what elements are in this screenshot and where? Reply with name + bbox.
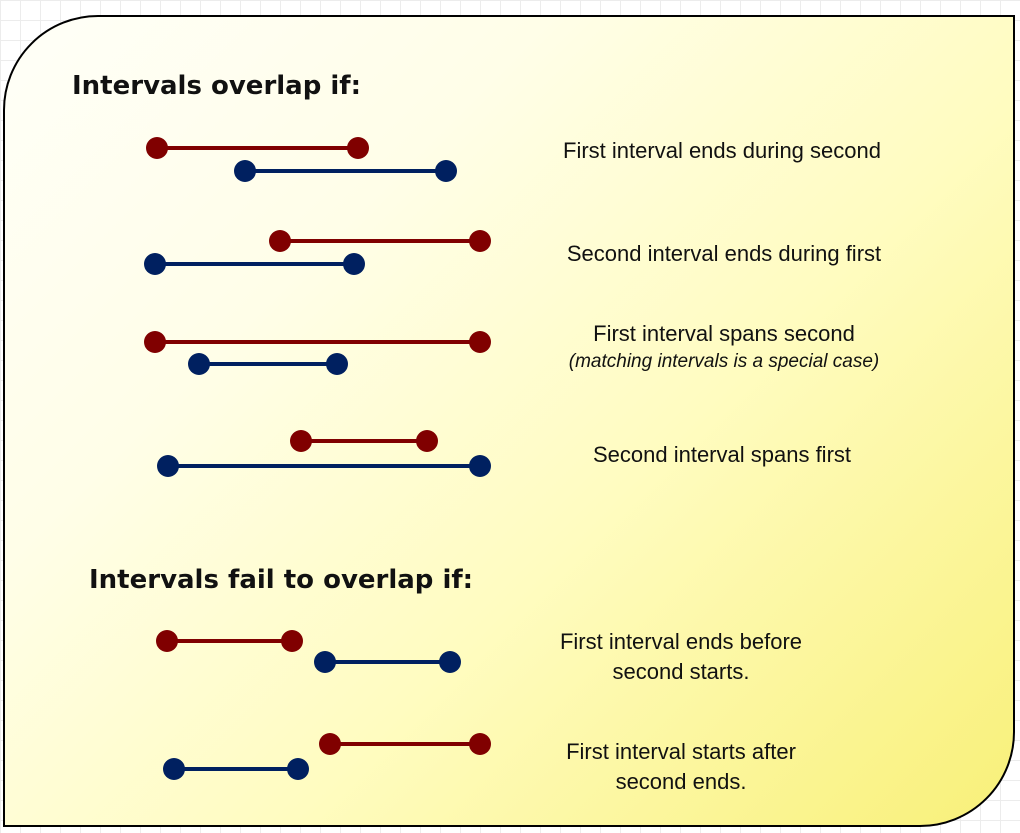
second-interval-end-point [287, 758, 309, 780]
second-interval-start-point [163, 758, 185, 780]
caption-second-ends-during-first: Second interval ends during first [524, 239, 924, 269]
second-interval-end-point [435, 160, 457, 182]
first-interval-start-point [144, 331, 166, 353]
second-interval-start-point [314, 651, 336, 673]
caption-line-2: second starts. [612, 659, 750, 684]
case-3-first-interval [144, 331, 491, 353]
second-interval-start-point [188, 353, 210, 375]
first-interval-start-point [290, 430, 312, 452]
first-interval-start-point [319, 733, 341, 755]
caption-first-starts-after-second: First interval starts after second ends. [481, 737, 881, 797]
overlap-heading: Intervals overlap if: [72, 71, 362, 101]
case-2-second-interval [144, 253, 365, 275]
caption-text: First interval spans second [593, 321, 855, 346]
case-1-first-interval [146, 137, 369, 159]
caption-line-2: second ends. [615, 769, 747, 794]
case-2-first-interval [269, 230, 491, 252]
caption-line-1: First interval ends before [559, 629, 803, 654]
first-interval-start-point [269, 230, 291, 252]
first-interval-end-point [281, 630, 303, 652]
caption-text: Second interval spans first [592, 442, 852, 467]
caption-first-spans-second: First interval spans second (matching in… [524, 319, 924, 375]
second-interval-end-point [326, 353, 348, 375]
first-interval-end-point [469, 331, 491, 353]
caption-special-case-note: (matching intervals is a special case) [568, 351, 880, 372]
second-interval-start-point [144, 253, 166, 275]
caption-second-spans-first: Second interval spans first [522, 440, 922, 470]
fail-case-1-second-interval [314, 651, 461, 673]
first-interval-end-point [347, 137, 369, 159]
case-4-first-interval [290, 430, 438, 452]
case-1-second-interval [234, 160, 457, 182]
second-interval-end-point [469, 455, 491, 477]
caption-text: Second interval ends during first [566, 241, 882, 266]
caption-first-ends-during-second: First interval ends during second [522, 136, 922, 166]
first-interval-end-point [469, 733, 491, 755]
fail-case-2-first-interval [319, 733, 491, 755]
caption-text: First interval ends during second [563, 138, 881, 163]
first-interval-start-point [156, 630, 178, 652]
first-interval-end-point [416, 430, 438, 452]
diagram-panel: Intervals overlap if: Intervals fail to … [3, 15, 1015, 827]
caption-line-1: First interval starts after [566, 739, 796, 764]
fail-case-2-second-interval [163, 758, 309, 780]
case-3-second-interval [188, 353, 348, 375]
caption-first-ends-before-second: First interval ends before second starts… [481, 627, 881, 687]
fail-heading: Intervals fail to overlap if: [89, 565, 474, 595]
second-interval-end-point [343, 253, 365, 275]
first-interval-end-point [469, 230, 491, 252]
second-interval-start-point [234, 160, 256, 182]
second-interval-start-point [157, 455, 179, 477]
first-interval-start-point [146, 137, 168, 159]
fail-case-1-first-interval [156, 630, 303, 652]
interval-diagrams [144, 137, 491, 780]
second-interval-end-point [439, 651, 461, 673]
case-4-second-interval [157, 455, 491, 477]
